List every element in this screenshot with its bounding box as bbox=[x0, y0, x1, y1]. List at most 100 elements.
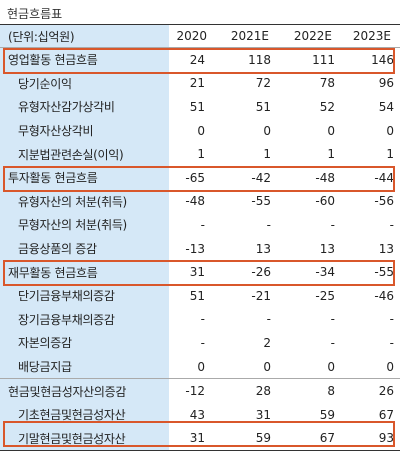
table-row: 자본의증감 - 2 - - bbox=[0, 331, 400, 355]
header-rule bbox=[0, 47, 400, 48]
year-header: 2023E bbox=[352, 29, 391, 43]
value-cell: - bbox=[330, 312, 335, 327]
value-cell: 31 bbox=[189, 431, 205, 446]
table-row: 유형자산의 처분(취득) -48 -55 -60 -56 bbox=[0, 189, 400, 214]
value-cell: -48 bbox=[185, 194, 205, 209]
value-cell: 21 bbox=[189, 76, 205, 91]
value-cell: 146 bbox=[371, 52, 394, 67]
row-label: 지분법관련손실(이익) bbox=[0, 142, 169, 166]
row-label: 영업활동 현금흐름 bbox=[0, 48, 169, 72]
row-label: 기말현금및현금성자산 bbox=[0, 426, 169, 451]
table-row: 유형자산감가상각비 51 51 52 54 bbox=[0, 95, 400, 119]
row-label: 단기금융부채의증감 bbox=[0, 283, 169, 308]
row-label: 유형자산감가상각비 bbox=[0, 95, 169, 119]
unit-label: (단위:십억원) bbox=[0, 25, 169, 47]
value-cell: -26 bbox=[251, 265, 271, 280]
value-cell: 13 bbox=[255, 241, 271, 256]
table-row: 지분법관련손실(이익) 1 1 1 1 bbox=[0, 142, 400, 166]
value-cell: 0 bbox=[386, 123, 394, 138]
header-row: (단위:십억원) 2020 2021E 2022E 2023E bbox=[0, 25, 400, 47]
value-cell: -12 bbox=[185, 384, 205, 399]
table-row: 당기순이익 21 72 78 96 bbox=[0, 71, 400, 96]
row-label: 투자활동 현금흐름 bbox=[0, 165, 169, 190]
value-cell: -46 bbox=[374, 288, 394, 303]
value-cell: 111 bbox=[312, 52, 335, 67]
value-cell: 0 bbox=[327, 123, 335, 138]
value-cell: 52 bbox=[319, 99, 335, 114]
value-cell: 1 bbox=[263, 147, 271, 162]
cash-flow-table: (단위:십억원) 2020 2021E 2022E 2023E 영업활동 현금흐… bbox=[0, 24, 400, 451]
value-cell: - bbox=[389, 217, 394, 232]
value-cell: - bbox=[266, 312, 271, 327]
value-cell: - bbox=[200, 217, 205, 232]
year-header: 2020 bbox=[176, 29, 207, 43]
value-cell: - bbox=[200, 335, 205, 350]
value-cell: 26 bbox=[378, 384, 394, 399]
value-cell: -42 bbox=[251, 170, 271, 185]
row-label: 자본의증감 bbox=[0, 331, 169, 355]
value-cell: 0 bbox=[197, 359, 205, 374]
table-row-ending-cash: 기말현금및현금성자산 31 59 67 93 bbox=[0, 426, 400, 451]
row-label: 무형자산의 처분(취득) bbox=[0, 213, 169, 237]
table-row: 금융상품의 증감 -13 13 13 13 bbox=[0, 236, 400, 261]
value-cell: 1 bbox=[327, 147, 335, 162]
row-label: 장기금융부채의증감 bbox=[0, 307, 169, 332]
value-cell: 31 bbox=[255, 407, 271, 422]
value-cell: -65 bbox=[185, 170, 205, 185]
value-cell: -44 bbox=[374, 170, 394, 185]
value-cell: 28 bbox=[255, 384, 271, 399]
table-row: 단기금융부채의증감 51 -21 -25 -46 bbox=[0, 283, 400, 308]
value-cell: 13 bbox=[378, 241, 394, 256]
table-title: 현금흐름표 bbox=[7, 7, 63, 21]
value-cell: -48 bbox=[315, 170, 335, 185]
value-cell: 59 bbox=[255, 431, 271, 446]
table-row: 무형자산상각비 0 0 0 0 bbox=[0, 118, 400, 143]
value-cell: -21 bbox=[251, 288, 271, 303]
table-row: 배당금지급 0 0 0 0 bbox=[0, 354, 400, 379]
value-cell: - bbox=[266, 217, 271, 232]
value-cell: - bbox=[389, 335, 394, 350]
row-label: 현금및현금성자산의증감 bbox=[0, 379, 169, 403]
value-cell: 1 bbox=[197, 147, 205, 162]
row-label: 당기순이익 bbox=[0, 71, 169, 96]
value-cell: 93 bbox=[378, 431, 394, 446]
value-cell: 24 bbox=[189, 52, 205, 67]
value-cell: 0 bbox=[263, 359, 271, 374]
row-label: 재무활동 현금흐름 bbox=[0, 260, 169, 284]
value-cell: 8 bbox=[327, 384, 335, 399]
value-cell: -34 bbox=[315, 265, 335, 280]
value-cell: 59 bbox=[319, 407, 335, 422]
value-cell: -55 bbox=[251, 194, 271, 209]
value-cell: 0 bbox=[263, 123, 271, 138]
value-cell: 51 bbox=[189, 288, 205, 303]
table-row-financing-cf: 재무활동 현금흐름 31 -26 -34 -55 bbox=[0, 260, 400, 284]
value-cell: 13 bbox=[319, 241, 335, 256]
row-label: 유형자산의 처분(취득) bbox=[0, 189, 169, 214]
value-cell: 0 bbox=[386, 359, 394, 374]
row-label: 무형자산상각비 bbox=[0, 118, 169, 143]
row-label: 배당금지급 bbox=[0, 354, 169, 379]
value-cell: 0 bbox=[327, 359, 335, 374]
section-rule bbox=[0, 378, 400, 380]
value-cell: - bbox=[330, 335, 335, 350]
row-label: 금융상품의 증감 bbox=[0, 236, 169, 261]
value-cell: -56 bbox=[374, 194, 394, 209]
value-cell: 1 bbox=[386, 147, 394, 162]
table-row: 장기금융부채의증감 - - - - bbox=[0, 307, 400, 332]
row-label: 기초현금및현금성자산 bbox=[0, 402, 169, 427]
value-cell: 67 bbox=[319, 431, 335, 446]
top-rule bbox=[0, 24, 400, 25]
table-row: 기초현금및현금성자산 43 31 59 67 bbox=[0, 402, 400, 427]
value-cell: 67 bbox=[378, 407, 394, 422]
value-cell: -55 bbox=[374, 265, 394, 280]
table-row-operating-cf: 영업활동 현금흐름 24 118 111 146 bbox=[0, 48, 400, 72]
table-row: 무형자산의 처분(취득) - - - - bbox=[0, 213, 400, 237]
value-cell: - bbox=[330, 217, 335, 232]
value-cell: 72 bbox=[255, 76, 271, 91]
value-cell: -25 bbox=[315, 288, 335, 303]
value-cell: - bbox=[389, 312, 394, 327]
table-row-investing-cf: 투자활동 현금흐름 -65 -42 -48 -44 bbox=[0, 165, 400, 190]
value-cell: 2 bbox=[263, 335, 271, 350]
value-cell: 31 bbox=[189, 265, 205, 280]
